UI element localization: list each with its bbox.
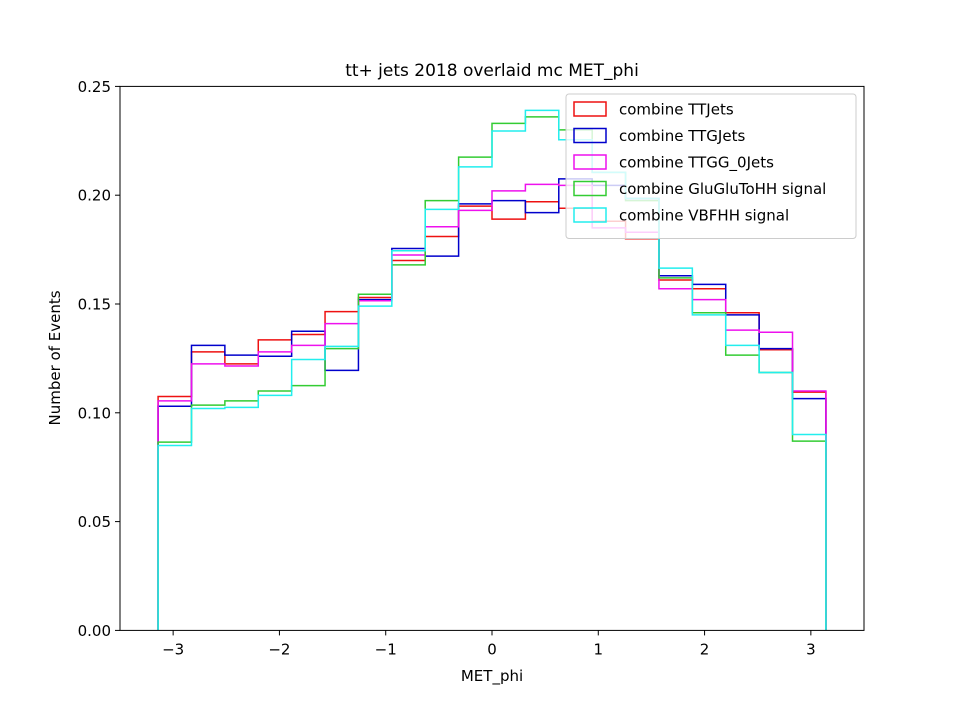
series-line-2: [157, 183, 827, 631]
legend-swatch: [573, 101, 607, 117]
legend-swatch: [573, 207, 607, 223]
series-layer: [157, 109, 827, 631]
legend-item: combine VBFHH signal: [573, 207, 789, 225]
legend-label: combine VBFHH signal: [619, 207, 789, 225]
legend-label: combine TTGJets: [619, 127, 745, 145]
chart-title: tt+ jets 2018 overlaid mc MET_phi: [345, 61, 639, 81]
legend-swatch: [573, 127, 607, 144]
x-tick-label: 3: [806, 640, 816, 658]
x-tick-label: −3: [162, 640, 184, 658]
y-axis: 0.00 0.05 0.10 0.15 0.20 0.25: [78, 78, 120, 640]
y-tick-label: 0.10: [78, 404, 111, 422]
legend-item: combine TTGJets: [573, 127, 745, 145]
y-tick-label: 0.20: [78, 187, 111, 205]
legend-item: combine TTJets: [573, 101, 734, 119]
x-axis: −3 −2 −1 0 1 2 3: [162, 630, 816, 658]
y-tick-label: 0.05: [78, 513, 111, 531]
series-line-4: [157, 109, 827, 631]
legend-label: combine GluGluToHH signal: [619, 180, 826, 198]
y-tick-label: 0.25: [78, 78, 111, 96]
legend-swatch: [573, 180, 607, 197]
x-tick-label: 1: [594, 640, 604, 658]
legend-label: combine TTJets: [619, 101, 734, 119]
x-tick-label: 2: [700, 640, 710, 658]
legend-label: combine TTGG_0Jets: [619, 154, 774, 173]
legend-box: [565, 93, 857, 239]
x-tick-label: −2: [268, 640, 290, 658]
legend-swatch: [573, 154, 607, 170]
y-tick-label: 0.00: [78, 622, 111, 640]
x-tick-label: −1: [375, 640, 397, 658]
legend: combine TTJets combine TTGJets combine TTG…: [565, 93, 857, 239]
legend-item: combine TTGG_0Jets: [573, 154, 774, 173]
x-axis-label: MET_phi: [461, 667, 523, 686]
y-axis-label: Number of Events: [46, 290, 64, 425]
y-tick-label: 0.15: [78, 296, 111, 314]
x-tick-label: 0: [487, 640, 497, 658]
legend-item: combine GluGluToHH signal: [573, 180, 826, 198]
